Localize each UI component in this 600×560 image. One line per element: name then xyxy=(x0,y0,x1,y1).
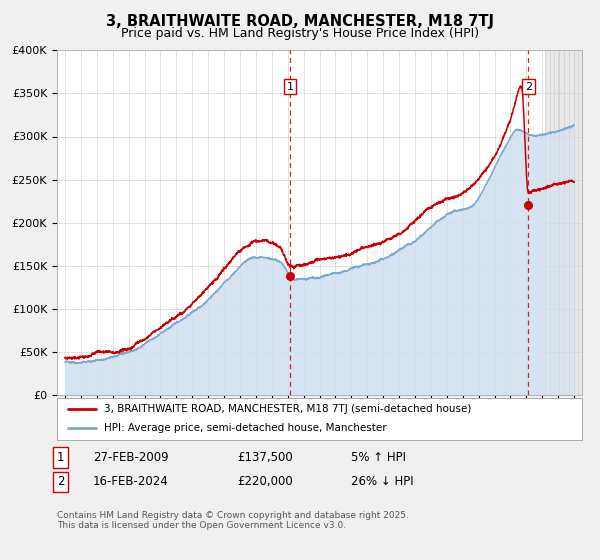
Text: 2: 2 xyxy=(57,475,65,488)
Text: £137,500: £137,500 xyxy=(237,451,293,464)
Text: Contains HM Land Registry data © Crown copyright and database right 2025.
This d: Contains HM Land Registry data © Crown c… xyxy=(57,511,409,530)
Text: £220,000: £220,000 xyxy=(237,475,293,488)
Text: 1: 1 xyxy=(57,451,65,464)
Text: 26% ↓ HPI: 26% ↓ HPI xyxy=(351,475,413,488)
Text: 16-FEB-2024: 16-FEB-2024 xyxy=(93,475,169,488)
Text: HPI: Average price, semi-detached house, Manchester: HPI: Average price, semi-detached house,… xyxy=(104,423,387,433)
Text: 5% ↑ HPI: 5% ↑ HPI xyxy=(351,451,406,464)
Text: 3, BRAITHWAITE ROAD, MANCHESTER, M18 7TJ: 3, BRAITHWAITE ROAD, MANCHESTER, M18 7TJ xyxy=(106,14,494,29)
Text: Price paid vs. HM Land Registry's House Price Index (HPI): Price paid vs. HM Land Registry's House … xyxy=(121,27,479,40)
Bar xyxy=(545,50,582,395)
Text: 2: 2 xyxy=(524,82,532,92)
Text: 1: 1 xyxy=(287,82,293,92)
Text: 3, BRAITHWAITE ROAD, MANCHESTER, M18 7TJ (semi-detached house): 3, BRAITHWAITE ROAD, MANCHESTER, M18 7TJ… xyxy=(104,404,472,414)
Text: 27-FEB-2009: 27-FEB-2009 xyxy=(93,451,169,464)
